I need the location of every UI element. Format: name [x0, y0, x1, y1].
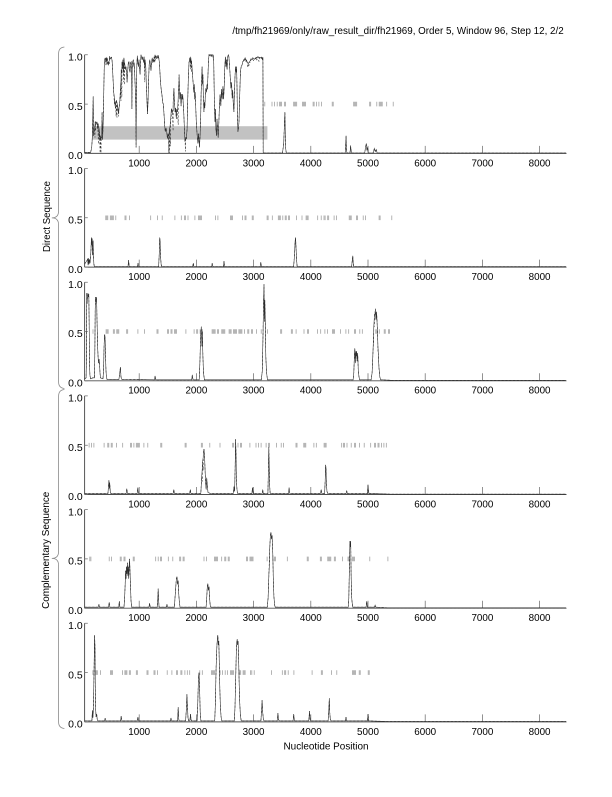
svg-text:0.0: 0.0 [68, 606, 83, 617]
svg-text:5000: 5000 [357, 386, 379, 397]
svg-text:5000: 5000 [357, 158, 379, 169]
svg-text:3000: 3000 [243, 727, 265, 738]
svg-text:2000: 2000 [185, 613, 207, 624]
svg-text:8000: 8000 [529, 613, 551, 624]
svg-text:3000: 3000 [243, 499, 265, 510]
svg-text:4000: 4000 [300, 613, 322, 624]
svg-text:5000: 5000 [357, 613, 379, 624]
svg-text:3000: 3000 [243, 386, 265, 397]
svg-text:7000: 7000 [471, 613, 493, 624]
svg-text:0.5: 0.5 [68, 670, 83, 681]
svg-text:1.0: 1.0 [68, 166, 83, 177]
svg-text:0.5: 0.5 [68, 102, 83, 113]
svg-text:1000: 1000 [128, 272, 150, 283]
svg-text:1000: 1000 [128, 386, 150, 397]
svg-text:1.0: 1.0 [68, 280, 83, 291]
svg-text:0.5: 0.5 [68, 329, 83, 340]
svg-text:2000: 2000 [185, 272, 207, 283]
svg-text:6000: 6000 [414, 272, 436, 283]
svg-text:0.0: 0.0 [68, 379, 83, 390]
svg-text:1000: 1000 [128, 158, 150, 169]
svg-text:/tmp/fh21969/only/raw_result_d: /tmp/fh21969/only/raw_result_dir/fh21969… [232, 26, 563, 37]
svg-text:2000: 2000 [185, 386, 207, 397]
svg-text:Nucleotide Position: Nucleotide Position [284, 741, 369, 752]
svg-text:0.5: 0.5 [68, 216, 83, 227]
svg-text:7000: 7000 [471, 272, 493, 283]
svg-text:3000: 3000 [243, 158, 265, 169]
svg-text:0.0: 0.0 [68, 492, 83, 503]
svg-text:0.0: 0.0 [68, 151, 83, 162]
svg-text:4000: 4000 [300, 499, 322, 510]
svg-text:8000: 8000 [529, 386, 551, 397]
svg-text:8000: 8000 [529, 158, 551, 169]
svg-text:4000: 4000 [300, 727, 322, 738]
svg-text:0.5: 0.5 [68, 443, 83, 454]
svg-text:2000: 2000 [185, 499, 207, 510]
svg-text:4000: 4000 [300, 386, 322, 397]
svg-text:1.0: 1.0 [68, 394, 83, 405]
svg-text:Complementary Sequence: Complementary Sequence [41, 491, 52, 609]
svg-text:2000: 2000 [185, 158, 207, 169]
svg-text:8000: 8000 [529, 727, 551, 738]
svg-text:3000: 3000 [243, 272, 265, 283]
svg-text:2000: 2000 [185, 727, 207, 738]
svg-text:8000: 8000 [529, 272, 551, 283]
svg-text:0.0: 0.0 [68, 720, 83, 731]
svg-text:0.5: 0.5 [68, 557, 83, 568]
svg-text:Direct Sequence: Direct Sequence [42, 181, 53, 252]
svg-text:4000: 4000 [300, 272, 322, 283]
svg-text:5000: 5000 [357, 272, 379, 283]
svg-text:5000: 5000 [357, 499, 379, 510]
svg-text:1000: 1000 [128, 727, 150, 738]
svg-text:6000: 6000 [414, 386, 436, 397]
svg-text:8000: 8000 [529, 499, 551, 510]
svg-text:7000: 7000 [471, 499, 493, 510]
svg-text:7000: 7000 [471, 386, 493, 397]
svg-text:1.0: 1.0 [68, 507, 83, 518]
svg-text:1000: 1000 [128, 499, 150, 510]
svg-text:1000: 1000 [128, 613, 150, 624]
svg-text:1.0: 1.0 [68, 621, 83, 632]
svg-text:6000: 6000 [414, 613, 436, 624]
svg-text:1.0: 1.0 [68, 53, 83, 64]
svg-text:7000: 7000 [471, 158, 493, 169]
svg-text:6000: 6000 [414, 158, 436, 169]
svg-text:5000: 5000 [357, 727, 379, 738]
svg-text:3000: 3000 [243, 613, 265, 624]
svg-text:7000: 7000 [471, 727, 493, 738]
svg-text:6000: 6000 [414, 727, 436, 738]
svg-text:0.0: 0.0 [68, 265, 83, 276]
svg-text:6000: 6000 [414, 499, 436, 510]
svg-text:4000: 4000 [300, 158, 322, 169]
